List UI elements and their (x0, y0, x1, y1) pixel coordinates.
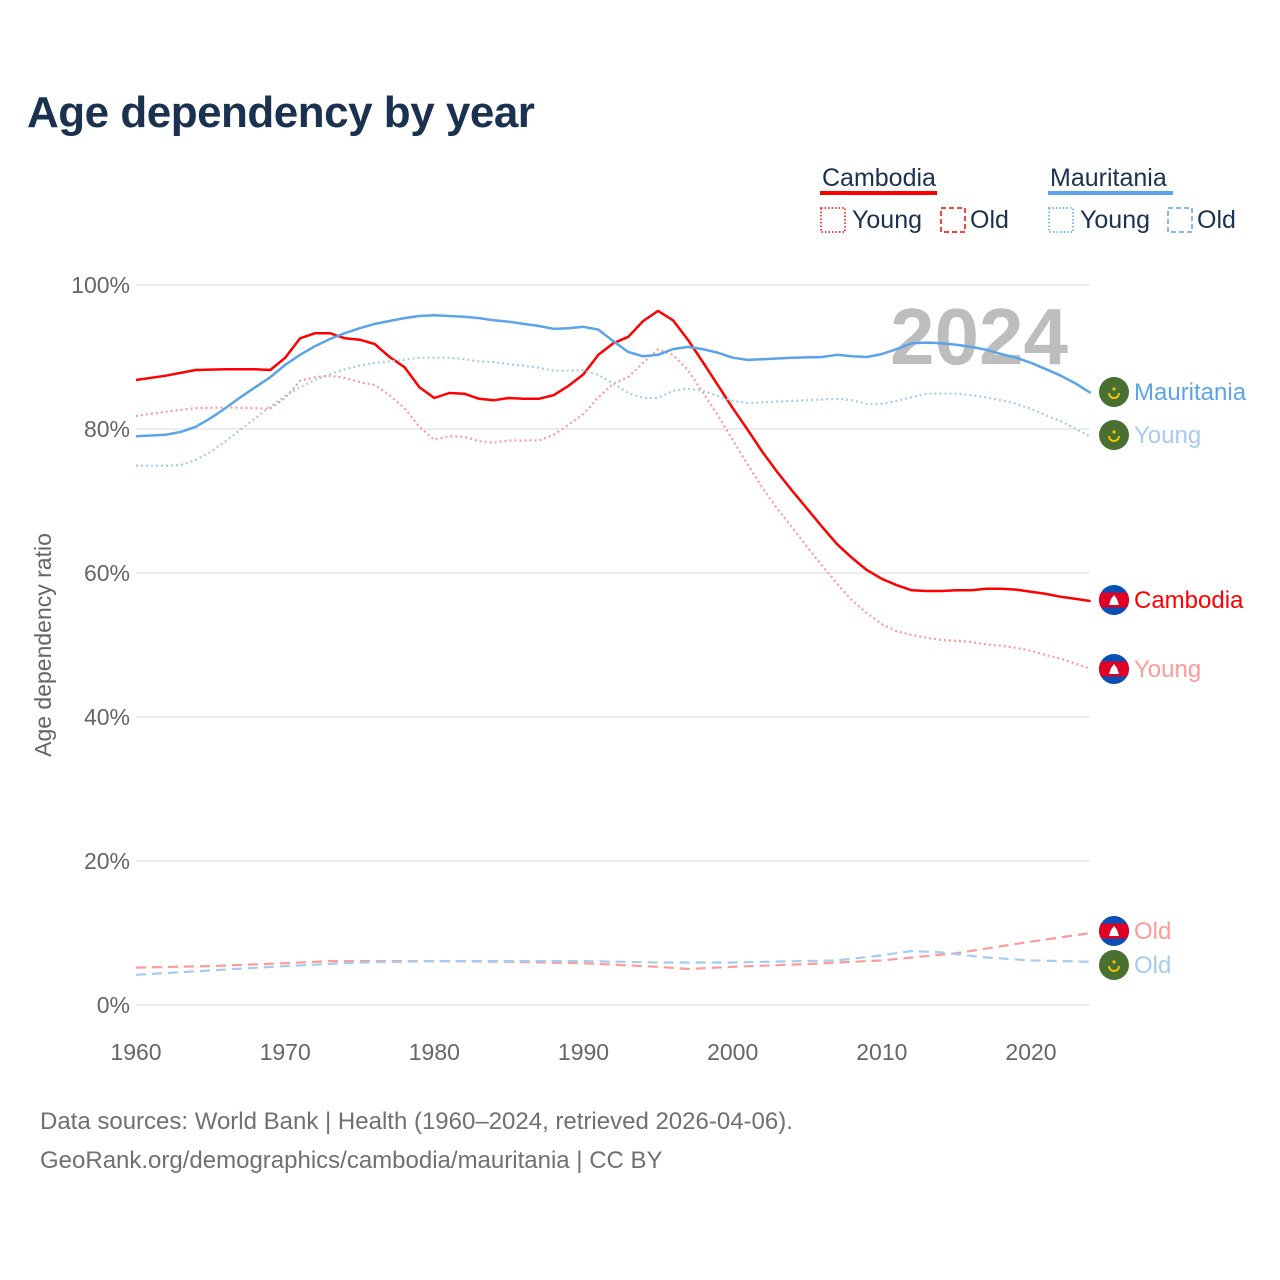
series-label-cam-old: Old (1134, 918, 1171, 945)
chart-title: Age dependency by year (27, 88, 535, 137)
flag-mauritania-icon (1099, 420, 1129, 450)
series-label-mau-old: Old (1134, 952, 1171, 979)
x-tick-label: 2010 (856, 1039, 907, 1065)
flag-mauritania-icon (1099, 377, 1129, 407)
legend-dashed-swatch-icon (1167, 207, 1193, 233)
legend-item-old[interactable]: Old (1197, 206, 1236, 234)
x-tick-label: 2020 (1005, 1039, 1056, 1065)
flag-green (1099, 420, 1129, 450)
legend-dotted-swatch-icon (820, 207, 846, 233)
legend-item-old[interactable]: Old (970, 206, 1009, 234)
x-tick-label: 1960 (110, 1039, 161, 1065)
y-tick-label: 100% (71, 272, 130, 298)
flag-green (1099, 950, 1129, 980)
source-url[interactable]: GeoRank.org/demographics/cambodia/maurit… (40, 1147, 663, 1174)
x-tick-label: 2000 (707, 1039, 758, 1065)
y-tick-label: 80% (84, 416, 130, 442)
legend-item-young[interactable]: Young (1080, 206, 1150, 234)
flag-cambodia-icon (1099, 585, 1129, 615)
temple-icon (1109, 926, 1119, 936)
series-label-mau-total: Mauritania (1134, 379, 1247, 406)
crescent-icon (1108, 435, 1120, 442)
legend-dashed-swatch-icon (940, 207, 966, 233)
flag-mauritania-icon (1099, 950, 1129, 980)
series-label-cam-total: Cambodia (1134, 587, 1244, 614)
y-tick-label: 0% (97, 992, 130, 1018)
source-note: Data sources: World Bank | Health (1960–… (40, 1108, 793, 1135)
series-line-cam-young[interactable] (135, 348, 1092, 670)
series-line-mau-total[interactable] (135, 313, 1092, 438)
x-tick-label: 1970 (260, 1039, 311, 1065)
flag-green (1099, 377, 1129, 407)
y-tick-label: 20% (84, 848, 130, 874)
flag-cambodia-icon (1099, 654, 1129, 684)
legend-country-cambodia[interactable]: Cambodia (822, 164, 936, 192)
series-label-cam-young: Young (1134, 656, 1201, 683)
y-tick-label: 60% (84, 560, 130, 586)
series-line-cam-total[interactable] (135, 309, 1091, 603)
series-line-mau-young[interactable] (136, 356, 1092, 467)
star-icon (1112, 387, 1116, 391)
legend-item-young[interactable]: Young (852, 206, 922, 234)
x-tick-label: 1980 (409, 1039, 460, 1065)
crescent-icon (1108, 392, 1120, 399)
star-icon (1112, 960, 1116, 964)
flag-cambodia-icon (1099, 916, 1129, 946)
series-line-mau-old[interactable] (135, 949, 1091, 976)
temple-icon (1109, 595, 1119, 605)
y-axis-label: Age dependency ratio (30, 533, 56, 757)
legend-country-mauritania[interactable]: Mauritania (1050, 164, 1167, 192)
y-tick-label: 40% (84, 704, 130, 730)
x-tick-label: 1990 (558, 1039, 609, 1065)
series-label-mau-young: Young (1134, 422, 1201, 449)
temple-icon (1109, 664, 1119, 674)
crescent-icon (1108, 965, 1120, 972)
series-line-cam-old[interactable] (135, 931, 1091, 971)
star-icon (1112, 430, 1116, 434)
legend-dotted-swatch-icon (1048, 207, 1074, 233)
